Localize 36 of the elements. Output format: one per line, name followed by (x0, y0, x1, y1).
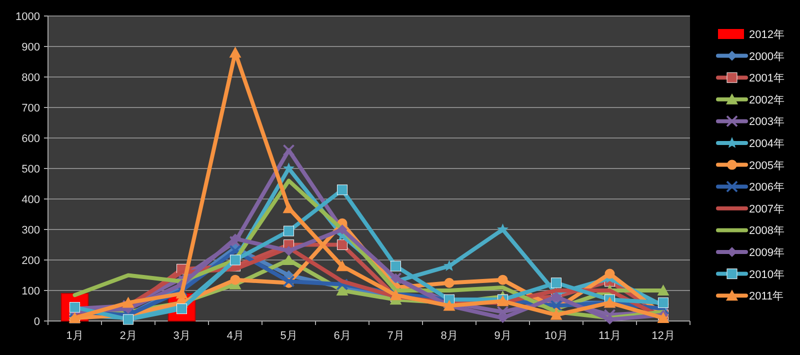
y-tick-label: 0 (34, 316, 40, 328)
y-tick-label: 200 (22, 255, 40, 267)
y-tick-label: 1000 (16, 11, 40, 23)
legend-label: 2008年 (749, 225, 784, 238)
x-tick-label: 2月 (120, 330, 137, 342)
legend-label: 2009年 (749, 247, 784, 259)
y-tick-label: 500 (22, 164, 40, 176)
y-tick-label: 900 (22, 42, 40, 54)
legend-label: 2001年 (749, 72, 784, 85)
x-tick-label: 6月 (334, 330, 351, 342)
legend-label: 2003年 (749, 116, 784, 128)
x-tick-label: 10月 (544, 330, 568, 342)
x-tick-label: 8月 (440, 330, 458, 342)
y-tick-label: 100 (22, 286, 40, 298)
x-tick-label: 4月 (226, 330, 244, 342)
legend-label: 2005年 (749, 160, 784, 172)
y-tick-label: 600 (22, 133, 40, 145)
y-tick-label: 800 (22, 72, 40, 84)
x-tick-label: 3月 (173, 330, 190, 342)
y-tick-label: 300 (22, 224, 40, 236)
legend-label: 2006年 (749, 182, 784, 194)
legend-label: 2004年 (749, 138, 784, 150)
x-tick-label: 12月 (652, 330, 675, 342)
legend-label: 2010年 (749, 268, 784, 281)
x-tick-label: 11月 (598, 330, 621, 342)
y-tick-label: 400 (22, 194, 40, 206)
x-tick-label: 9月 (494, 330, 512, 342)
x-tick-label: 5月 (280, 330, 298, 342)
legend-label: 2002年 (749, 94, 784, 106)
legend-label: 2007年 (749, 203, 784, 216)
legend-label: 2012年 (749, 29, 784, 41)
y-tick-label: 700 (22, 102, 40, 114)
legend-label: 2000年 (749, 50, 784, 63)
x-tick-label: 7月 (387, 330, 404, 342)
legend-label: 2011年 (749, 290, 784, 303)
x-tick-label: 1月 (66, 330, 84, 342)
